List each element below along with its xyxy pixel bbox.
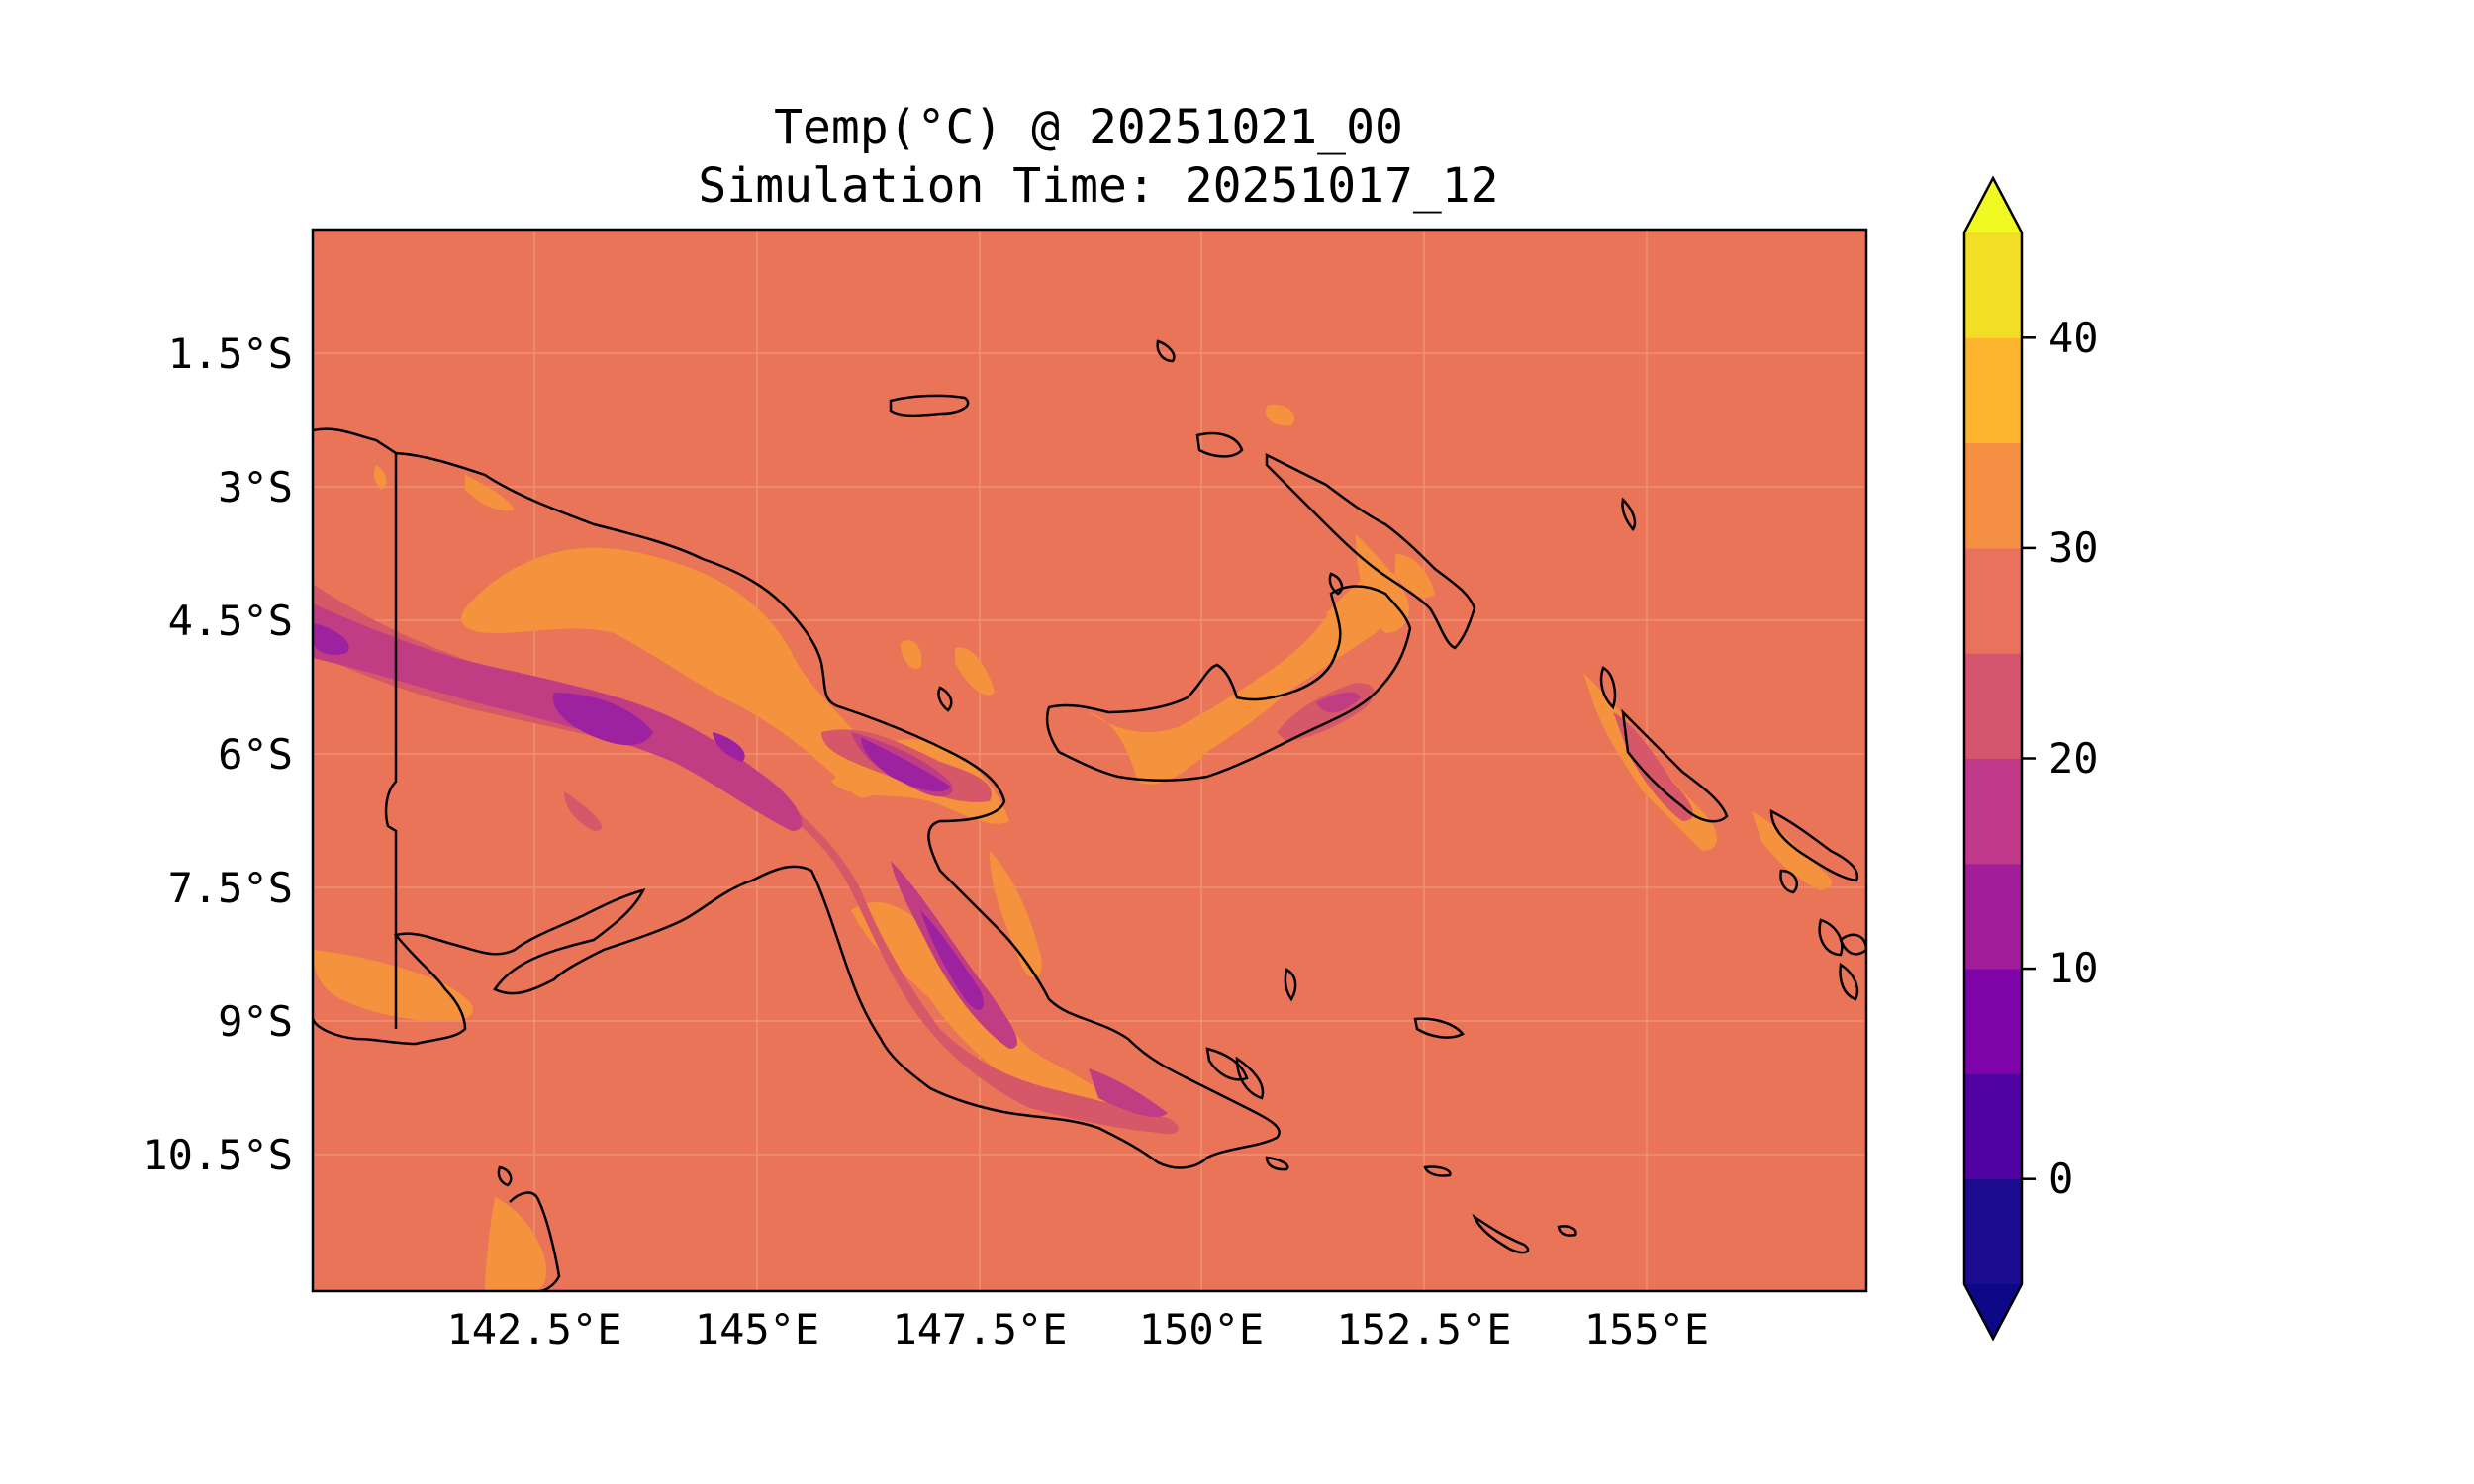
colorbar-segment bbox=[1964, 232, 2022, 338]
y-tick-label: 9°S bbox=[218, 997, 293, 1046]
x-tick-label: 150°E bbox=[1139, 1305, 1264, 1353]
colorbar-segment bbox=[1964, 653, 2022, 759]
map-frame bbox=[311, 228, 1868, 1293]
y-tick-label: 3°S bbox=[218, 463, 293, 511]
x-tick-label: 155°E bbox=[1584, 1305, 1709, 1353]
colorbar bbox=[1962, 175, 2036, 1342]
colorbar-segment bbox=[1964, 758, 2022, 865]
map-panel bbox=[313, 230, 1866, 1291]
x-tick-label: 152.5°E bbox=[1336, 1305, 1511, 1353]
x-axis-ticks: 142.5°E 145°E 147.5°E 150°E 152.5°E 155°… bbox=[446, 1305, 1709, 1353]
colorbar-ticks: 40 30 20 10 0 bbox=[2048, 314, 2099, 1203]
map-subtitle: Simulation Time: 20251017_12 bbox=[698, 158, 1498, 214]
colorbar-tick-label: 10 bbox=[2048, 944, 2099, 992]
colorbar-outline bbox=[1962, 175, 2024, 1342]
colorbar-tick-label: 30 bbox=[2048, 523, 2099, 572]
coastlines bbox=[313, 339, 1866, 1291]
colorbar-segment bbox=[1964, 337, 2022, 444]
colorbar-segment bbox=[1964, 442, 2022, 549]
x-tick-label: 142.5°E bbox=[446, 1305, 621, 1353]
colorbar-tick-label: 20 bbox=[2048, 734, 2099, 783]
x-tick-label: 147.5°E bbox=[892, 1305, 1067, 1353]
map-title: Temp(°C) @ 20251021_00 bbox=[774, 100, 1403, 155]
y-tick-label: 7.5°S bbox=[168, 864, 293, 912]
y-tick-label: 1.5°S bbox=[168, 329, 293, 378]
colorbar-segment bbox=[1964, 863, 2022, 970]
y-tick-label: 4.5°S bbox=[168, 597, 293, 645]
colorbar-extend-high bbox=[1964, 178, 2022, 232]
x-tick-label: 145°E bbox=[695, 1305, 819, 1353]
y-axis-ticks: 1.5°S 3°S 4.5°S 6°S 7.5°S 9°S 10.5°S bbox=[143, 329, 293, 1179]
colorbar-segment bbox=[1964, 1178, 2022, 1285]
temperature-band-coldest bbox=[313, 623, 985, 1010]
y-tick-label: 10.5°S bbox=[143, 1131, 293, 1179]
colorbar-tick-label: 40 bbox=[2048, 314, 2099, 362]
colorbar-segment bbox=[1964, 969, 2022, 1074]
y-tick-label: 6°S bbox=[218, 730, 293, 779]
colorbar-segment bbox=[1964, 1073, 2022, 1180]
colorbar-extend-low bbox=[1964, 1284, 2022, 1339]
colorbar-segment bbox=[1964, 547, 2022, 654]
colorbar-tick-label: 0 bbox=[2048, 1155, 2073, 1203]
